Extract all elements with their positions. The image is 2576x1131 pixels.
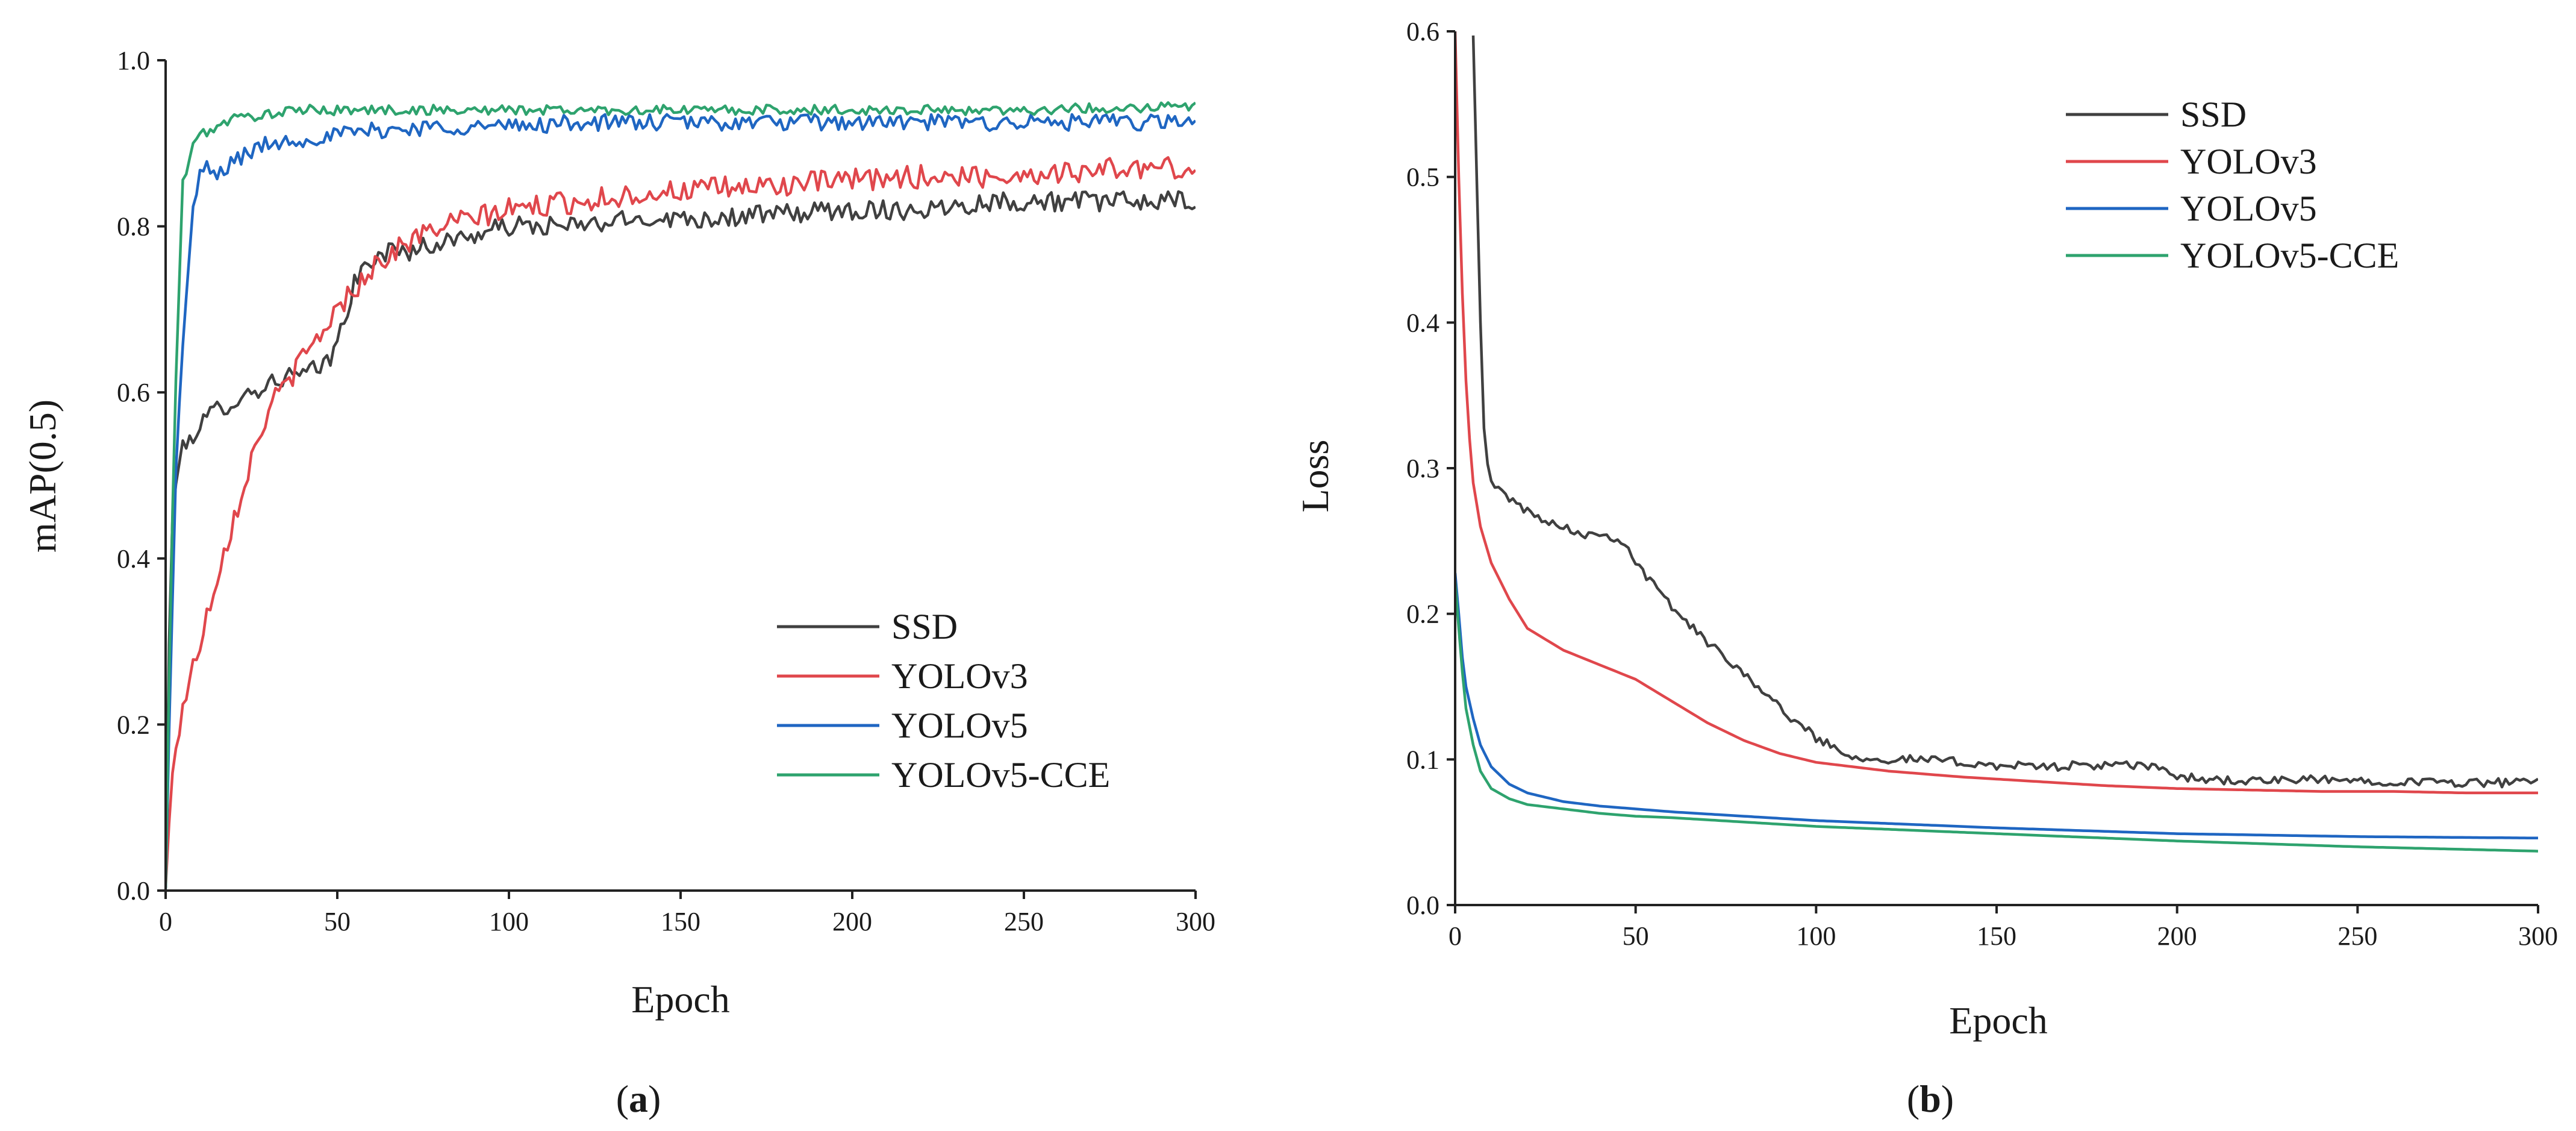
b-x-tick-label: 300 xyxy=(2518,921,2558,951)
a-y-tick-label: 0.8 xyxy=(117,212,150,242)
b-y-tick-label: 0.5 xyxy=(1406,163,1439,192)
b-series-line-yolov3 xyxy=(1455,31,2538,795)
b-y-tick-label: 0.6 xyxy=(1406,17,1439,46)
a-y-tick-label: 0.0 xyxy=(117,876,150,906)
a-x-tick-label: 0 xyxy=(159,907,172,936)
b-ticks-group: 0 50 100 150 200 250 300 0.0 0.1 0.2 0.3 0.4 0.5 0.6 xyxy=(1406,17,2558,951)
b-legend-label-yolov3: YOLOv3 xyxy=(2180,142,2317,181)
a-legend-label-ssd: SSD xyxy=(891,607,958,647)
a-x-tick-label: 150 xyxy=(661,907,700,936)
a-y-tick-label: 0.4 xyxy=(117,544,150,574)
b-x-tick-label: 200 xyxy=(2157,921,2197,951)
b-axes-frame xyxy=(1454,31,2538,906)
a-ticks-group: 0 50 100 150 200 250 300 0.0 0.2 0.4 0.6 0.8 1.0 xyxy=(117,46,1215,936)
a-panel-caption: (a) xyxy=(616,1077,661,1120)
a-x-tick-label: 100 xyxy=(489,907,529,936)
b-y-tick-label: 0.0 xyxy=(1406,891,1439,920)
b-y-tick-label: 0.2 xyxy=(1406,600,1439,629)
a-x-tick-label: 250 xyxy=(1004,907,1044,936)
a-y-tick-label: 1.0 xyxy=(117,46,150,75)
a-x-axis-title: Epoch xyxy=(631,978,730,1021)
b-legend-label-ssd: SSD xyxy=(2180,95,2247,134)
b-series-group xyxy=(1455,31,2538,853)
a-y-axis-title: mAP(0.5) xyxy=(21,399,64,553)
b-x-axis-title: Epoch xyxy=(1949,999,2048,1042)
a-legend-label-yolov3: YOLOv3 xyxy=(891,656,1028,696)
a-series-line-yolov5 xyxy=(166,113,1196,888)
b-series-line-yolov5 xyxy=(1455,572,2538,840)
b-legend: SSD YOLOv3 YOLOv5 YOLOv5-CCE xyxy=(2066,95,2399,275)
b-series-line-yolov5-cce xyxy=(1455,581,2538,853)
a-x-tick-label: 50 xyxy=(324,907,351,936)
b-x-tick-label: 50 xyxy=(1623,921,1649,951)
a-caption-open-paren: ( xyxy=(616,1077,629,1120)
b-caption-close-paren: ) xyxy=(1941,1077,1954,1120)
b-panel-caption: (b) xyxy=(1907,1077,1954,1120)
a-series-line-yolov5-cce xyxy=(166,101,1196,889)
a-x-tick-label: 300 xyxy=(1176,907,1215,936)
b-x-tick-label: 150 xyxy=(1977,921,2016,951)
b-caption-open-paren: ( xyxy=(1907,1077,1920,1120)
a-legend-label-yolov5: YOLOv5 xyxy=(891,706,1028,745)
b-x-tick-label: 250 xyxy=(2337,921,2377,951)
a-series-line-ssd xyxy=(166,190,1196,888)
a-series-group xyxy=(166,101,1196,889)
a-legend-label-yolov5-cce: YOLOv5-CCE xyxy=(891,755,1110,795)
b-legend-label-yolov5-cce: YOLOv5-CCE xyxy=(2180,236,2399,275)
b-caption-letter: b xyxy=(1920,1077,1941,1120)
a-x-tick-label: 200 xyxy=(832,907,872,936)
a-y-tick-label: 0.6 xyxy=(117,378,150,407)
b-x-tick-label: 100 xyxy=(1796,921,1836,951)
b-y-tick-label: 0.4 xyxy=(1406,308,1439,337)
a-y-tick-label: 0.2 xyxy=(117,710,150,739)
a-caption-close-paren: ) xyxy=(648,1077,661,1120)
panel-b: 0 50 100 150 200 250 3000.00.10.20.30.40.50.6 … xyxy=(1294,17,2558,1120)
b-series-line-ssd xyxy=(1471,35,2538,789)
b-y-axis-title: Loss xyxy=(1294,440,1336,513)
panel-a: 0 50 100 150 200 250 300 0.0 0.2 0.4 0.6 0.8 1.0 Epo… xyxy=(21,46,1215,1120)
b-y-tick-label: 0.1 xyxy=(1406,745,1439,774)
b-legend-label-yolov5: YOLOv5 xyxy=(2180,189,2317,228)
a-legend: SSD YOLOv3 YOLOv5 YOLOv5-CCE xyxy=(777,607,1110,795)
b-y-tick-label: 0.3 xyxy=(1406,454,1439,483)
b-x-tick-label: 0 xyxy=(1449,921,1462,951)
a-series-line-yolov3 xyxy=(166,156,1196,888)
a-caption-letter: a xyxy=(629,1077,648,1120)
